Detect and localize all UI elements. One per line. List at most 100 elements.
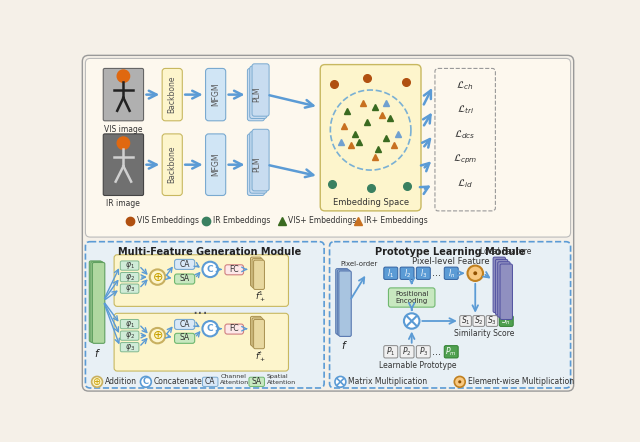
Text: PLM: PLM bbox=[252, 87, 261, 103]
Text: Embedding Space: Embedding Space bbox=[333, 198, 409, 207]
Text: $S_2$: $S_2$ bbox=[474, 315, 484, 327]
FancyBboxPatch shape bbox=[435, 69, 495, 211]
FancyBboxPatch shape bbox=[337, 270, 349, 335]
Text: Local Feature: Local Feature bbox=[480, 247, 531, 255]
Text: $\oplus$: $\oplus$ bbox=[152, 271, 163, 284]
FancyBboxPatch shape bbox=[444, 346, 458, 358]
Text: MFGM: MFGM bbox=[211, 153, 220, 176]
FancyBboxPatch shape bbox=[114, 255, 289, 306]
Text: ...: ... bbox=[432, 268, 441, 278]
FancyBboxPatch shape bbox=[83, 55, 573, 391]
FancyBboxPatch shape bbox=[253, 260, 264, 290]
FancyBboxPatch shape bbox=[120, 284, 139, 293]
Text: $\mathcal{L}_{tri}$: $\mathcal{L}_{tri}$ bbox=[456, 103, 474, 116]
FancyBboxPatch shape bbox=[85, 242, 324, 388]
Circle shape bbox=[117, 137, 129, 149]
Circle shape bbox=[458, 380, 461, 383]
Text: SA: SA bbox=[180, 274, 189, 283]
Text: $P_3$: $P_3$ bbox=[419, 346, 428, 358]
Text: VIS Embeddings: VIS Embeddings bbox=[136, 217, 198, 225]
Text: $f$: $f$ bbox=[340, 339, 348, 351]
FancyBboxPatch shape bbox=[175, 333, 195, 343]
Text: Element-wise Multiplication: Element-wise Multiplication bbox=[467, 377, 573, 386]
FancyBboxPatch shape bbox=[250, 132, 267, 193]
Text: $\varphi_3$: $\varphi_3$ bbox=[125, 342, 134, 353]
Circle shape bbox=[474, 271, 477, 275]
FancyBboxPatch shape bbox=[248, 134, 264, 195]
FancyBboxPatch shape bbox=[486, 316, 498, 326]
Text: $S_3$: $S_3$ bbox=[487, 315, 497, 327]
Text: $l_n$: $l_n$ bbox=[447, 267, 455, 279]
Circle shape bbox=[150, 270, 165, 285]
FancyBboxPatch shape bbox=[499, 316, 513, 326]
Text: $\oplus$: $\oplus$ bbox=[92, 376, 102, 387]
Text: Channel
Attention: Channel Attention bbox=[220, 374, 250, 385]
Text: Prototype Learning Module: Prototype Learning Module bbox=[375, 247, 525, 257]
Text: Multi-Feature Generation Module: Multi-Feature Generation Module bbox=[118, 247, 301, 257]
FancyBboxPatch shape bbox=[162, 69, 182, 121]
FancyBboxPatch shape bbox=[250, 257, 261, 286]
Text: Pixel-level Feature: Pixel-level Feature bbox=[412, 257, 489, 266]
Text: Spatial
Attention: Spatial Attention bbox=[267, 374, 296, 385]
FancyBboxPatch shape bbox=[417, 267, 430, 279]
FancyBboxPatch shape bbox=[248, 69, 264, 121]
Text: FC: FC bbox=[229, 265, 239, 274]
Text: $S_n$: $S_n$ bbox=[501, 315, 511, 327]
Text: $\varphi_2$: $\varphi_2$ bbox=[125, 330, 134, 341]
Text: IR image: IR image bbox=[106, 199, 140, 208]
Text: SA: SA bbox=[252, 377, 262, 386]
FancyBboxPatch shape bbox=[205, 69, 226, 121]
Text: C: C bbox=[207, 265, 214, 274]
FancyBboxPatch shape bbox=[498, 262, 510, 317]
FancyBboxPatch shape bbox=[493, 257, 506, 312]
FancyBboxPatch shape bbox=[175, 320, 195, 329]
Text: $P_2$: $P_2$ bbox=[403, 346, 412, 358]
Text: PLM: PLM bbox=[252, 157, 261, 172]
FancyBboxPatch shape bbox=[339, 271, 351, 336]
FancyBboxPatch shape bbox=[205, 134, 226, 195]
FancyBboxPatch shape bbox=[252, 318, 263, 347]
Text: Matrix Multiplication: Matrix Multiplication bbox=[348, 377, 428, 386]
Text: VIS+ Embeddings: VIS+ Embeddings bbox=[289, 217, 357, 225]
Text: $l_1$: $l_1$ bbox=[387, 267, 394, 279]
FancyBboxPatch shape bbox=[400, 267, 414, 279]
FancyBboxPatch shape bbox=[384, 267, 397, 279]
Text: Addition: Addition bbox=[105, 377, 137, 386]
Text: $S_1$: $S_1$ bbox=[461, 315, 470, 327]
Text: Similarity Score: Similarity Score bbox=[454, 329, 515, 338]
Circle shape bbox=[140, 377, 151, 387]
FancyBboxPatch shape bbox=[252, 259, 263, 288]
Text: $\varphi_1$: $\varphi_1$ bbox=[125, 319, 134, 330]
FancyBboxPatch shape bbox=[417, 346, 430, 358]
Text: ...: ... bbox=[192, 300, 208, 318]
Text: IR Embeddings: IR Embeddings bbox=[212, 217, 270, 225]
Text: Positional
Encoding: Positional Encoding bbox=[395, 291, 428, 304]
FancyBboxPatch shape bbox=[252, 64, 269, 116]
Text: $l_3$: $l_3$ bbox=[420, 267, 427, 279]
Text: C: C bbox=[143, 377, 149, 386]
Text: $\varphi_1$: $\varphi_1$ bbox=[125, 260, 134, 271]
FancyBboxPatch shape bbox=[500, 264, 513, 320]
FancyBboxPatch shape bbox=[202, 377, 218, 386]
FancyBboxPatch shape bbox=[400, 346, 414, 358]
FancyBboxPatch shape bbox=[175, 259, 195, 270]
Text: $\mathcal{L}_{cpm}$: $\mathcal{L}_{cpm}$ bbox=[453, 152, 477, 166]
FancyBboxPatch shape bbox=[336, 269, 348, 334]
Text: FC: FC bbox=[229, 324, 239, 333]
Text: CA: CA bbox=[179, 320, 190, 328]
Text: Backbone: Backbone bbox=[168, 146, 177, 183]
FancyBboxPatch shape bbox=[444, 267, 458, 279]
FancyBboxPatch shape bbox=[120, 272, 139, 282]
FancyBboxPatch shape bbox=[120, 320, 139, 329]
Text: $\oplus$: $\oplus$ bbox=[152, 329, 163, 342]
Text: $\varphi_2$: $\varphi_2$ bbox=[125, 272, 134, 282]
FancyBboxPatch shape bbox=[384, 346, 397, 358]
Text: MFGM: MFGM bbox=[211, 83, 220, 107]
FancyBboxPatch shape bbox=[91, 262, 103, 343]
FancyBboxPatch shape bbox=[225, 265, 244, 275]
Text: $f^1_+$: $f^1_+$ bbox=[255, 290, 266, 305]
Text: ...: ... bbox=[432, 347, 441, 357]
FancyBboxPatch shape bbox=[225, 324, 244, 334]
Text: Backbone: Backbone bbox=[168, 76, 177, 113]
Circle shape bbox=[202, 262, 218, 277]
